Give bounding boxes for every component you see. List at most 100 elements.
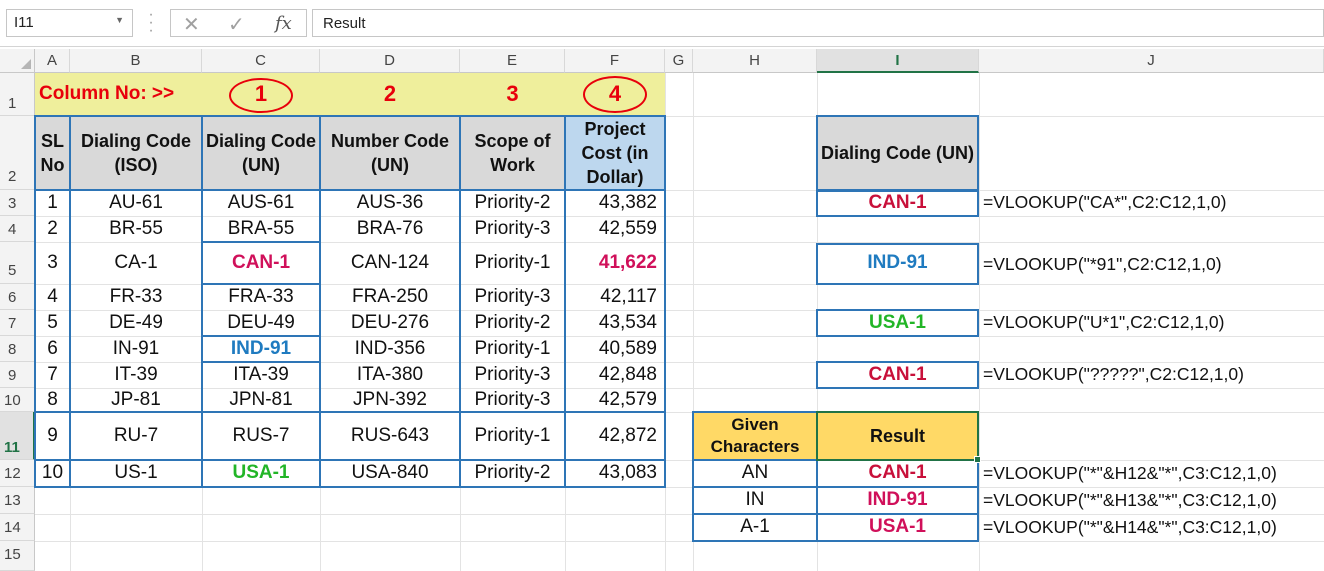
table-cell[interactable]: Priority-3 [474, 285, 551, 307]
table-cell[interactable]: 3 [47, 251, 58, 273]
table-cell[interactable]: CAN-124 [350, 251, 430, 273]
row-header-9[interactable]: 9 [0, 362, 35, 388]
table-cell[interactable]: 2 [47, 217, 58, 239]
row-header-7[interactable]: 7 [0, 310, 35, 336]
row-header-4[interactable]: 4 [0, 216, 35, 242]
table-cell[interactable]: RUS-7 [232, 424, 290, 446]
column-header-i[interactable]: I [817, 49, 979, 73]
table-cell[interactable]: 43,382 [598, 191, 657, 213]
table-cell[interactable]: BR-55 [109, 217, 163, 239]
lookup1-result[interactable]: USA-1 [868, 311, 926, 333]
table-cell[interactable]: 5 [47, 311, 58, 333]
table-cell[interactable]: DEU-276 [350, 311, 430, 333]
table-cell[interactable]: FRA-33 [228, 285, 294, 307]
table-cell[interactable]: 10 [41, 462, 64, 484]
cancel-icon[interactable]: ✕ [183, 14, 200, 36]
table-cell[interactable]: DE-49 [109, 311, 163, 333]
table-cell[interactable]: AU-61 [109, 191, 163, 213]
table-cell[interactable]: JPN-392 [353, 388, 427, 410]
table-cell[interactable]: CAN-1 [231, 251, 291, 273]
lookup1-result[interactable]: CAN-1 [868, 191, 927, 213]
table-cell[interactable]: 1 [47, 191, 58, 213]
table-cell[interactable]: 42,559 [598, 217, 657, 239]
more-options-icon[interactable]: · · · [148, 6, 154, 39]
column-header-g[interactable]: G [665, 49, 693, 73]
table-cell[interactable]: RU-7 [113, 424, 159, 446]
insert-function-icon[interactable]: fx [275, 13, 292, 34]
table-cell[interactable]: 7 [47, 363, 58, 385]
table-cell[interactable]: USA-1 [232, 462, 290, 484]
row-header-5[interactable]: 5 [0, 242, 35, 284]
table-cell[interactable]: Priority-1 [474, 337, 551, 359]
table-cell[interactable]: Priority-3 [474, 363, 551, 385]
lookup2-result[interactable]: CAN-1 [868, 462, 927, 484]
table-cell[interactable]: FRA-250 [351, 285, 429, 307]
table-cell[interactable]: Priority-2 [474, 462, 551, 484]
row-header-2[interactable]: 2 [0, 116, 35, 190]
table-cell[interactable]: Priority-1 [474, 251, 551, 273]
row-header-15[interactable]: 15 [0, 541, 35, 571]
formula-input[interactable]: Result [312, 9, 1324, 37]
column-header-a[interactable]: A [35, 49, 70, 73]
select-all-button[interactable] [0, 49, 35, 73]
table-cell[interactable]: JPN-81 [229, 388, 293, 410]
table-cell[interactable]: BRA-55 [227, 217, 295, 239]
lookup2-result[interactable]: USA-1 [868, 516, 926, 538]
lookup2-result[interactable]: IND-91 [867, 489, 928, 511]
row-header-14[interactable]: 14 [0, 514, 35, 541]
enter-icon[interactable]: ✓ [228, 14, 245, 36]
column-header-j[interactable]: J [979, 49, 1324, 73]
lookup1-result[interactable]: IND-91 [867, 252, 928, 274]
row-header-8[interactable]: 8 [0, 336, 35, 362]
table-cell[interactable]: JP-81 [111, 388, 161, 410]
table-cell[interactable]: 8 [47, 388, 58, 410]
table-cell[interactable]: DEU-49 [227, 311, 295, 333]
table-cell[interactable]: CA-1 [114, 251, 158, 273]
fill-handle[interactable] [974, 456, 981, 463]
table-cell[interactable]: 41,622 [598, 251, 657, 273]
column-header-d[interactable]: D [320, 49, 460, 73]
lookup1-result[interactable]: CAN-1 [868, 363, 927, 385]
table-cell[interactable]: 6 [47, 337, 58, 359]
table-cell[interactable]: IT-39 [114, 363, 158, 385]
table-cell[interactable]: 42,579 [598, 388, 657, 410]
table-cell[interactable]: AUS-61 [227, 191, 295, 213]
chevron-down-icon[interactable]: ▼ [115, 15, 124, 25]
column-header-e[interactable]: E [460, 49, 565, 73]
table-cell[interactable]: 43,534 [598, 311, 657, 333]
row-header-6[interactable]: 6 [0, 284, 35, 310]
table-cell[interactable]: 42,872 [598, 424, 657, 446]
given-characters-cell[interactable]: IN [745, 489, 765, 511]
column-header-b[interactable]: B [70, 49, 202, 73]
table-cell[interactable]: RUS-643 [350, 424, 430, 446]
table-cell[interactable]: 42,848 [598, 363, 657, 385]
table-cell[interactable]: US-1 [114, 462, 158, 484]
row-header-13[interactable]: 13 [0, 487, 35, 514]
table-cell[interactable]: 40,589 [598, 337, 657, 359]
table-cell[interactable]: 9 [47, 424, 58, 446]
table-cell[interactable]: ITA-39 [233, 363, 289, 385]
table-cell[interactable]: Priority-3 [474, 217, 551, 239]
row-header-1[interactable]: 1 [0, 73, 35, 116]
row-header-11[interactable]: 11 [0, 412, 35, 460]
column-header-h[interactable]: H [693, 49, 817, 73]
table-cell[interactable]: Priority-1 [474, 424, 551, 446]
name-box[interactable]: I11 ▼ [6, 9, 133, 37]
table-cell[interactable]: ITA-380 [356, 363, 424, 385]
table-cell[interactable]: IND-91 [230, 337, 292, 359]
row-header-12[interactable]: 12 [0, 460, 35, 487]
table-cell[interactable]: Priority-3 [474, 388, 551, 410]
given-characters-cell[interactable]: A-1 [740, 516, 770, 538]
table-cell[interactable]: USA-840 [351, 462, 429, 484]
row-header-3[interactable]: 3 [0, 190, 35, 216]
row-header-10[interactable]: 10 [0, 388, 35, 412]
table-cell[interactable]: IND-356 [354, 337, 426, 359]
table-cell[interactable]: 43,083 [598, 462, 657, 484]
table-cell[interactable]: FR-33 [109, 285, 163, 307]
column-header-f[interactable]: F [565, 49, 665, 73]
table-cell[interactable]: AUS-36 [356, 191, 424, 213]
table-cell[interactable]: Priority-2 [474, 311, 551, 333]
given-characters-cell[interactable]: AN [741, 462, 769, 484]
table-cell[interactable]: BRA-76 [356, 217, 424, 239]
table-cell[interactable]: Priority-2 [474, 191, 551, 213]
